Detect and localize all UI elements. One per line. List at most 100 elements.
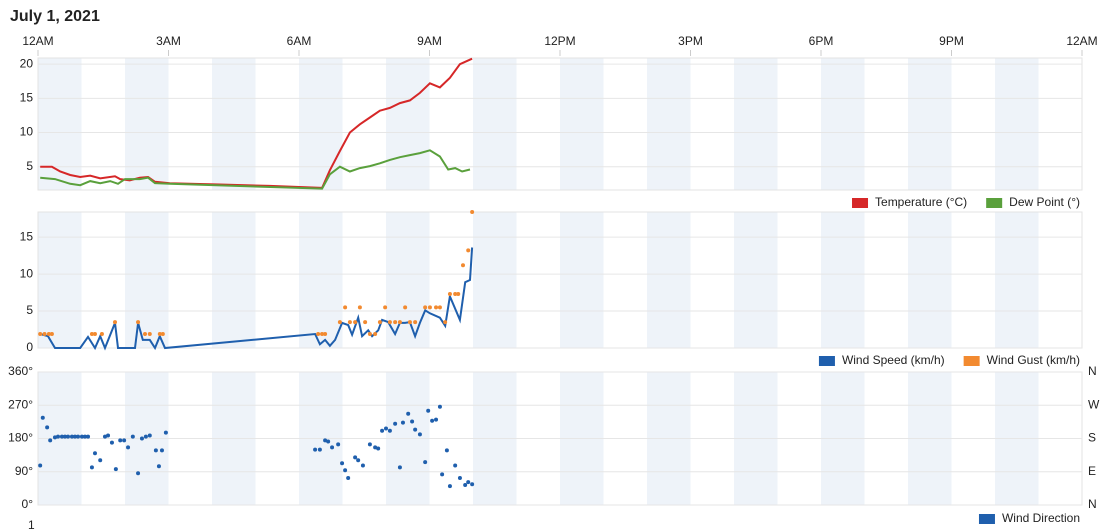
series-point — [122, 438, 127, 443]
hour-band — [299, 58, 343, 190]
legend-label: Temperature (°C) — [875, 195, 967, 209]
hour-band — [647, 212, 691, 348]
series-point — [153, 448, 158, 453]
series-point — [66, 434, 71, 439]
series-point — [143, 331, 148, 336]
series-point — [92, 451, 97, 456]
series-point — [430, 418, 435, 423]
series-point — [400, 420, 405, 425]
series-point — [330, 445, 335, 450]
series-point — [373, 331, 378, 336]
x-tick-label: 6PM — [809, 34, 834, 48]
series-point — [89, 331, 94, 336]
y-tick-label: 360° — [8, 364, 33, 378]
series-point — [453, 292, 458, 297]
series-point — [466, 248, 471, 253]
series-point — [397, 320, 402, 325]
series-point — [109, 440, 114, 445]
series-point — [387, 320, 392, 325]
hour-band — [212, 58, 256, 190]
series-point — [440, 472, 445, 477]
series-point — [427, 305, 432, 310]
series-point — [434, 305, 439, 310]
series-point — [156, 464, 161, 469]
series-point — [316, 331, 321, 336]
series-point — [143, 434, 148, 439]
series-point — [456, 292, 461, 297]
series-point — [139, 436, 144, 441]
series-point — [356, 458, 361, 463]
x-tick-label: 3AM — [156, 34, 181, 48]
x-tick-label: 9AM — [417, 34, 442, 48]
series-point — [383, 305, 388, 310]
series-point — [413, 427, 418, 432]
series-point — [367, 331, 372, 336]
legend-swatch — [986, 198, 1003, 208]
series-point — [323, 438, 328, 443]
series-line — [39, 247, 474, 351]
series-point — [69, 434, 74, 439]
series-point — [380, 428, 385, 433]
y-tick-label: 15 — [20, 229, 34, 243]
x-tick-label: 9PM — [939, 34, 964, 48]
series-point — [423, 305, 428, 310]
series-point — [384, 426, 388, 431]
series-point — [336, 442, 341, 447]
y-tick-label: 5 — [26, 303, 33, 317]
hour-band — [908, 212, 952, 348]
series-point — [353, 455, 358, 460]
x-tick-label: 3PM — [678, 34, 703, 48]
series-point — [423, 460, 428, 465]
series-point — [76, 434, 81, 439]
series-point — [46, 331, 51, 336]
series-point — [353, 320, 358, 325]
series-point — [470, 482, 475, 487]
series-point — [42, 331, 47, 336]
legend-swatch — [852, 198, 869, 208]
hour-band — [38, 212, 82, 348]
x-tick-label: 6AM — [287, 34, 312, 48]
series-point — [463, 483, 468, 488]
y-tick-label: 15 — [20, 91, 34, 105]
series-point — [56, 434, 61, 439]
series-point — [160, 331, 165, 336]
series-point — [98, 458, 103, 463]
series-point — [470, 210, 475, 214]
series-point — [453, 463, 458, 468]
series-point — [86, 434, 91, 439]
hour-band — [734, 212, 778, 348]
plot-frame — [37, 57, 1083, 191]
series-point — [457, 476, 462, 481]
x-tick-label: 12AM — [1066, 34, 1097, 48]
series-point — [407, 320, 412, 325]
legend-swatch — [818, 356, 835, 366]
series-point — [367, 442, 372, 447]
series-point — [417, 432, 422, 437]
series-point — [347, 320, 352, 325]
series-point — [363, 320, 368, 325]
y2-tick-label: N — [1088, 364, 1097, 378]
legend-swatch — [978, 514, 995, 524]
series-point — [62, 434, 67, 439]
series-point — [49, 331, 54, 336]
series-point — [437, 305, 442, 310]
hour-band — [473, 58, 517, 190]
legend-swatch — [963, 356, 980, 366]
y2-tick-label: E — [1088, 464, 1096, 478]
series-point — [317, 447, 322, 452]
series-point — [82, 434, 87, 439]
hour-band — [734, 58, 778, 190]
y-tick-label: 5 — [26, 159, 33, 173]
series-point — [466, 480, 471, 485]
y2-tick-label: S — [1088, 431, 1096, 445]
y-tick-label: 270° — [8, 397, 33, 411]
x-tick-label: 12AM — [22, 34, 53, 48]
series-point — [112, 320, 117, 325]
series-point — [320, 331, 325, 336]
series-point — [136, 320, 141, 325]
series-point — [157, 331, 162, 336]
series-point — [377, 320, 382, 325]
series-point — [130, 434, 135, 439]
series-point — [113, 467, 118, 472]
